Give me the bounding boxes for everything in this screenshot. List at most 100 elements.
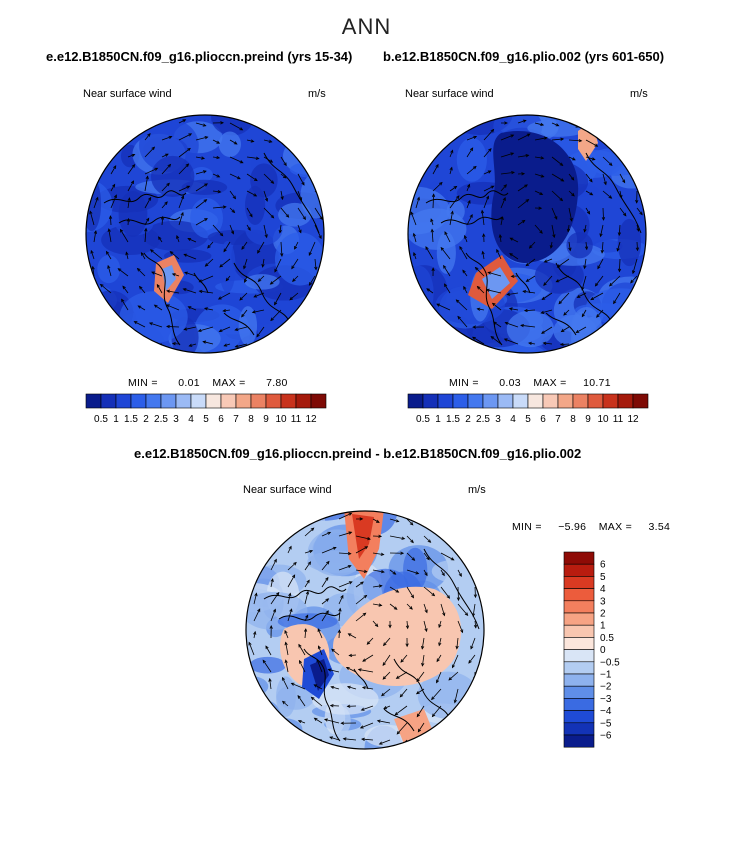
- panel-2-colorbar-tick-label: 8: [570, 414, 576, 425]
- panel-3-colorbar-box: [563, 637, 595, 650]
- panel-1-max-value: 7.80: [266, 377, 288, 389]
- panel-2-colorbar-box: [512, 393, 529, 409]
- panel-3-colorbar-box: [563, 698, 595, 711]
- panel-3-field-label: Near surface wind: [243, 484, 332, 496]
- panel-3-colorbar-tick-label: 1: [600, 621, 606, 632]
- panel-3-colorbar-box: [563, 673, 595, 687]
- panel-3-colorbar-tick-label: 3: [600, 596, 606, 607]
- panel-3-colorbar-tick-label: −1: [600, 670, 612, 681]
- panel-2-colorbar-tick-label: 3: [495, 414, 501, 425]
- panel-1-min-label: MIN =: [128, 377, 158, 389]
- panel-1-colorbar-tick-label: 1.5: [124, 414, 138, 425]
- panel-2-map: [407, 114, 647, 354]
- panel-2-colorbar-box: [482, 393, 499, 409]
- panel-2-colorbar-box: [527, 393, 544, 409]
- panel-1-colorbar-tick-label: 3: [173, 414, 179, 425]
- panel-2-colorbar-tick-label: 5: [525, 414, 531, 425]
- panel-1-colorbar-tick-label: 8: [248, 414, 254, 425]
- panel-2-colorbar-tick-label: 12: [627, 414, 639, 425]
- panel-1-colorbar-tick-label: 2: [143, 414, 149, 425]
- panel-3-colorbar-tick-label: 4: [600, 584, 606, 595]
- panel-2-colorbar-tick-label: 11: [613, 414, 624, 425]
- panel-1-max-label: MAX =: [212, 377, 246, 389]
- panel-3-max-label: MAX =: [598, 521, 633, 533]
- panel-1-colorbar-tick-label: 12: [305, 414, 317, 425]
- panel-2-colorbar-box: [602, 393, 619, 409]
- panel-1-colorbar-tick-label: 2.5: [154, 414, 168, 425]
- panel-1-colorbar-box: [190, 393, 207, 409]
- panel-3-colorbar-box: [563, 576, 595, 589]
- panel-1-colorbar-box: [85, 393, 102, 409]
- panel-2-min-max: MIN = 0.03 MAX = 10.71: [449, 377, 611, 389]
- panel-1-colorbar-box: [220, 393, 237, 409]
- panel-3-max-value: 3.54: [648, 521, 671, 533]
- panel-1-case-title: e.e12.B1850CN.f09_g16.plioccn.preind (yr…: [46, 49, 353, 64]
- panel-2-colorbar-tick-label: 9: [585, 414, 591, 425]
- panel-1-map: [85, 114, 325, 354]
- panel-1-colorbar-box: [265, 393, 282, 409]
- panel-2-coastlines: [425, 152, 642, 346]
- panel-3-colorbar-box: [563, 600, 595, 614]
- panel-3-min-value: −5.96: [558, 521, 587, 533]
- panel-1-min-value: 0.01: [178, 377, 200, 389]
- panel-3-min-label: MIN =: [512, 521, 542, 533]
- panel-2-colorbar-box: [452, 393, 469, 409]
- panel-3-min-max: MIN = −5.96 MAX = 3.54: [512, 521, 670, 533]
- panel-1-colorbar-box: [115, 393, 132, 409]
- panel-1-colorbar-tick-label: 5: [203, 414, 209, 425]
- panel-2-min-value: 0.03: [499, 377, 521, 389]
- panel-1-colorbar-box: [130, 393, 147, 409]
- panel-3-colorbar-tick-label: −5: [600, 718, 612, 729]
- main-title: ANN: [341, 14, 392, 39]
- panel-2-colorbar-tick-label: 2: [465, 414, 471, 425]
- panel-2-colorbar-box: [617, 393, 634, 409]
- panel-3-case-title: e.e12.B1850CN.f09_g16.plioccn.preind - b…: [134, 446, 582, 461]
- panel-1-colorbar-tick-label: 1: [113, 414, 119, 425]
- panel-2-colorbar-box: [422, 393, 439, 409]
- panel-3-map: [245, 510, 485, 750]
- panel-2-colorbar-box: [557, 393, 574, 409]
- panel-1-colorbar-box: [310, 393, 327, 409]
- panel-3-colorbar-box: [563, 722, 595, 736]
- panel-1-colorbar: 0.5 1 1.5 2 2.5 3 4 5 6 7 8 9 10 11 12: [85, 393, 327, 425]
- panel-1-colorbar-tick-label: 0.5: [94, 414, 108, 425]
- panel-1-colorbar-tick-label: 6: [218, 414, 224, 425]
- panel-1-colorbar-box: [175, 393, 192, 409]
- panel-3-colorbar-box: [563, 563, 595, 577]
- panel-2-colorbar-box: [542, 393, 559, 409]
- panel-3-colorbar-tick-label: −2: [600, 682, 612, 693]
- panel-2-colorbar-box: [467, 393, 484, 409]
- panel-2-colorbar-box: [632, 393, 649, 409]
- panel-1-colorbar-box: [235, 393, 252, 409]
- panel-3-colorbar-tick-label: 6: [600, 560, 606, 571]
- panel-2-colorbar-tick-label: 6: [540, 414, 546, 425]
- panel-2-colorbar-tick-label: 10: [597, 414, 609, 425]
- panel-2-colorbar-box: [437, 393, 454, 409]
- panel-1-coastlines: [103, 152, 320, 346]
- panel-3-colorbar-tick-label: −3: [600, 694, 612, 705]
- panel-2-max-label: MAX =: [533, 377, 567, 389]
- panel-3-colorbar-box: [563, 685, 595, 699]
- panel-1-colorbar-box: [295, 393, 312, 409]
- panel-3-colorbar-tick-label: 5: [600, 572, 606, 583]
- panel-1-colorbar-tick-label: 9: [263, 414, 269, 425]
- panel-1-colorbar-tick-label: 10: [275, 414, 287, 425]
- panel-1-units: m/s: [308, 88, 326, 100]
- panel-2-field-shading: [408, 115, 646, 353]
- panel-3-map-border: [245, 510, 485, 750]
- panel-2-colorbar-tick-label: 2.5: [476, 414, 490, 425]
- panel-3-colorbar-box: [563, 624, 595, 638]
- panel-1-colorbar-box: [160, 393, 177, 409]
- panel-1-colorbar-tick-label: 4: [188, 414, 194, 425]
- panel-2-colorbar-tick-label: 1.5: [446, 414, 460, 425]
- panel-2-colorbar-tick-label: 4: [510, 414, 516, 425]
- panel-2-case-title: b.e12.B1850CN.f09_g16.plio.002 (yrs 601-…: [383, 49, 665, 64]
- panel-1-colorbar-box: [100, 393, 117, 409]
- panel-3-field-shading: [246, 511, 484, 749]
- panel-3-colorbar-tick-label: 0.5: [600, 633, 614, 644]
- panel-2-colorbar-box: [587, 393, 604, 409]
- panel-3-colorbar-box: [563, 612, 595, 626]
- panel-3-colorbar-box: [563, 710, 595, 724]
- panel-2-wind-vectors: [410, 119, 643, 347]
